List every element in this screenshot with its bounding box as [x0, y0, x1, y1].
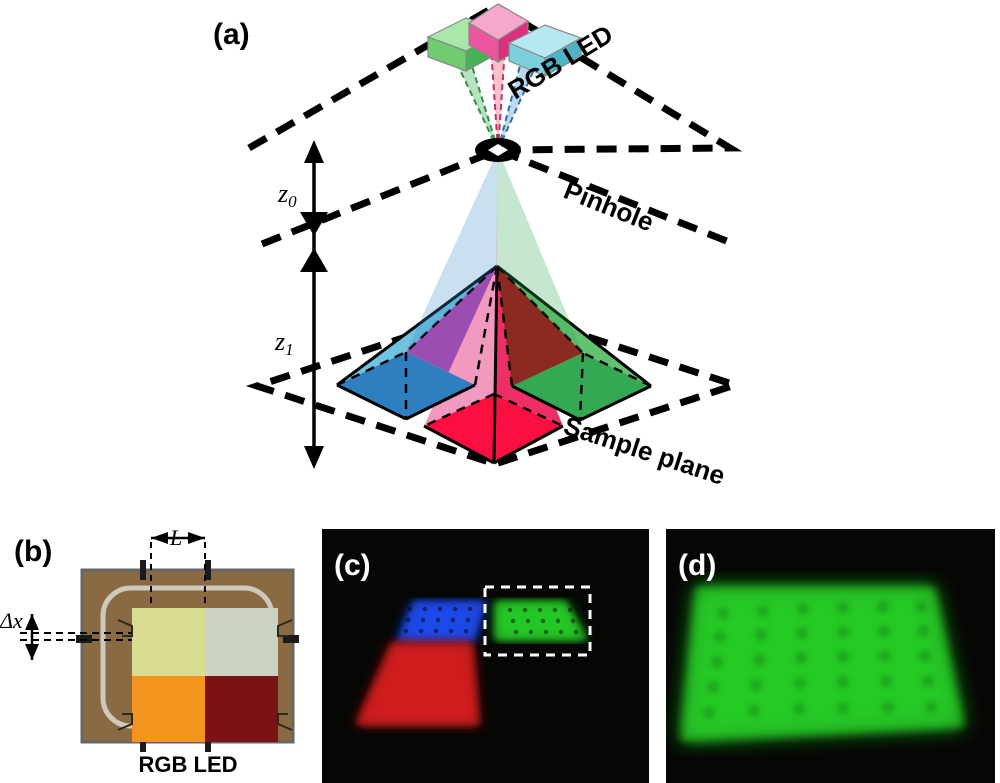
svg-text:L: L	[169, 525, 182, 550]
svg-text:z0: z0	[277, 179, 297, 211]
svg-text:RGB LED: RGB LED	[139, 752, 238, 777]
svg-text:(c): (c)	[334, 549, 371, 582]
svg-text:Pinhole: Pinhole	[560, 175, 658, 238]
svg-text:Sample plane: Sample plane	[560, 410, 729, 491]
svg-text:z1: z1	[274, 327, 294, 359]
svg-text:Δx: Δx	[0, 608, 23, 633]
svg-text:(d): (d)	[678, 549, 716, 582]
